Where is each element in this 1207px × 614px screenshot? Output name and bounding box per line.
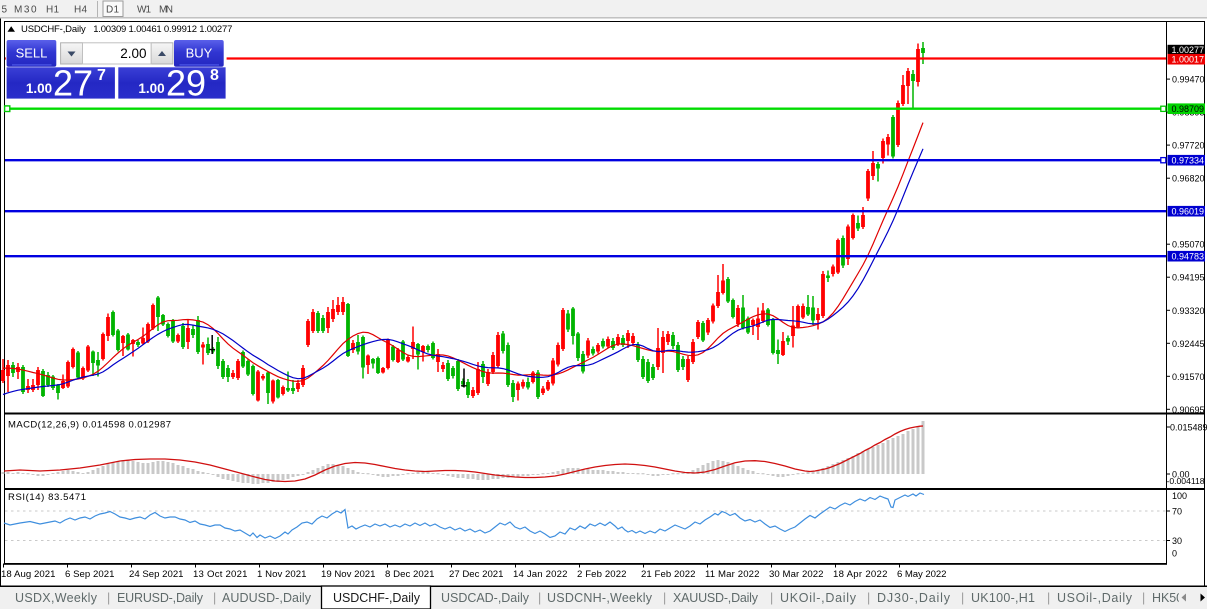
svg-text:1.00277: 1.00277 xyxy=(1172,45,1205,55)
svg-text:27: 27 xyxy=(53,63,93,104)
svg-text:18 Apr 2022: 18 Apr 2022 xyxy=(833,569,888,580)
svg-text:0.90695: 0.90695 xyxy=(1172,405,1205,415)
svg-text:0.91570: 0.91570 xyxy=(1172,372,1205,382)
svg-text:0.94195: 0.94195 xyxy=(1172,273,1205,283)
svg-text:0.97720: 0.97720 xyxy=(1172,141,1205,151)
svg-text:0.92445: 0.92445 xyxy=(1172,339,1205,349)
svg-text:0.00: 0.00 xyxy=(1172,469,1190,479)
svg-text:27 Dec 2021: 27 Dec 2021 xyxy=(449,569,504,580)
svg-text:0.98709: 0.98709 xyxy=(1172,104,1205,114)
svg-text:0.96820: 0.96820 xyxy=(1172,174,1205,184)
svg-text:14 Jan 2022: 14 Jan 2022 xyxy=(513,569,568,580)
svg-text:1 Nov 2021: 1 Nov 2021 xyxy=(257,569,307,580)
svg-text:-0.004118: -0.004118 xyxy=(1167,476,1205,486)
svg-text:0.015489: 0.015489 xyxy=(1170,422,1207,432)
svg-text:21 Feb 2022: 21 Feb 2022 xyxy=(641,569,696,580)
svg-text:5: 5 xyxy=(2,5,8,16)
svg-text:6 Sep 2021: 6 Sep 2021 xyxy=(65,569,115,580)
svg-text:19 Nov 2021: 19 Nov 2021 xyxy=(321,569,376,580)
svg-text:13 Oct 2021: 13 Oct 2021 xyxy=(193,569,248,580)
svg-text:EURUSD-,Daily: EURUSD-,Daily xyxy=(117,591,204,605)
svg-text:USDCNH-,Weekly: USDCNH-,Weekly xyxy=(547,591,653,605)
svg-text:8: 8 xyxy=(210,67,219,84)
svg-text:|: | xyxy=(770,591,773,605)
svg-text:M30: M30 xyxy=(14,5,37,16)
svg-text:8 Dec 2021: 8 Dec 2021 xyxy=(385,569,435,580)
svg-text:1.00309 1.00461 0.99912 1.0027: 1.00309 1.00461 0.99912 1.00277 xyxy=(93,24,232,35)
svg-text:UKOil-,Daily: UKOil-,Daily xyxy=(780,591,857,605)
svg-text:11 Mar 2022: 11 Mar 2022 xyxy=(705,569,760,580)
svg-text:2 Feb 2022: 2 Feb 2022 xyxy=(577,569,627,580)
svg-text:|: | xyxy=(213,591,216,605)
svg-text:|: | xyxy=(961,591,964,605)
svg-text:0.97334: 0.97334 xyxy=(1172,156,1205,166)
svg-text:AUDUSD-,Daily: AUDUSD-,Daily xyxy=(222,591,312,605)
svg-text:1.00017: 1.00017 xyxy=(1172,55,1205,65)
svg-text:30 Mar 2022: 30 Mar 2022 xyxy=(769,569,824,580)
svg-text:30: 30 xyxy=(1172,536,1182,546)
svg-text:DJ30-,Daily: DJ30-,Daily xyxy=(877,591,951,605)
svg-text:6 May 2022: 6 May 2022 xyxy=(897,569,947,580)
svg-text:0.94783: 0.94783 xyxy=(1172,252,1205,262)
svg-text:0.99470: 0.99470 xyxy=(1172,75,1205,85)
svg-text:W1: W1 xyxy=(137,5,151,16)
svg-text:24 Sep 2021: 24 Sep 2021 xyxy=(129,569,184,580)
svg-text:BUY: BUY xyxy=(186,46,213,61)
svg-text:1.00: 1.00 xyxy=(138,81,164,96)
svg-text:0.95070: 0.95070 xyxy=(1172,240,1205,250)
svg-text:USDCHF-,Daily: USDCHF-,Daily xyxy=(21,24,86,35)
svg-text:7: 7 xyxy=(97,67,106,84)
svg-text:USOil-,Daily: USOil-,Daily xyxy=(1057,591,1133,605)
svg-text:D1: D1 xyxy=(106,5,119,16)
svg-text:70: 70 xyxy=(1172,506,1182,516)
svg-text:MACD(12,26,9) 0.014598 0.01298: MACD(12,26,9) 0.014598 0.012987 xyxy=(8,420,171,431)
svg-text:|: | xyxy=(1142,591,1145,605)
svg-text:2.00: 2.00 xyxy=(120,46,146,61)
svg-text:H4: H4 xyxy=(74,5,87,16)
svg-text:100: 100 xyxy=(1172,491,1187,501)
svg-text:0.96019: 0.96019 xyxy=(1172,207,1205,217)
svg-text:18 Aug 2021: 18 Aug 2021 xyxy=(1,569,56,580)
svg-text:MN: MN xyxy=(159,5,173,16)
svg-text:|: | xyxy=(538,591,541,605)
svg-text:|: | xyxy=(107,591,110,605)
svg-text:SELL: SELL xyxy=(16,46,48,61)
svg-text:29: 29 xyxy=(166,63,206,104)
svg-text:0: 0 xyxy=(1172,549,1177,559)
svg-text:|: | xyxy=(867,591,870,605)
svg-text:USDX,Weekly: USDX,Weekly xyxy=(15,591,98,605)
svg-text:USDCAD-,Daily: USDCAD-,Daily xyxy=(441,591,530,605)
svg-text:|: | xyxy=(1047,591,1050,605)
svg-text:H1: H1 xyxy=(46,5,59,16)
svg-text:|: | xyxy=(663,591,666,605)
svg-text:UK100-,H1: UK100-,H1 xyxy=(971,591,1035,605)
svg-text:RSI(14) 83.5471: RSI(14) 83.5471 xyxy=(8,492,86,503)
svg-text:XAUUSD-,Daily: XAUUSD-,Daily xyxy=(673,591,759,605)
svg-text:1.00: 1.00 xyxy=(26,81,52,96)
svg-text:0.93320: 0.93320 xyxy=(1172,306,1205,316)
svg-text:USDCHF-,Daily: USDCHF-,Daily xyxy=(333,591,421,605)
